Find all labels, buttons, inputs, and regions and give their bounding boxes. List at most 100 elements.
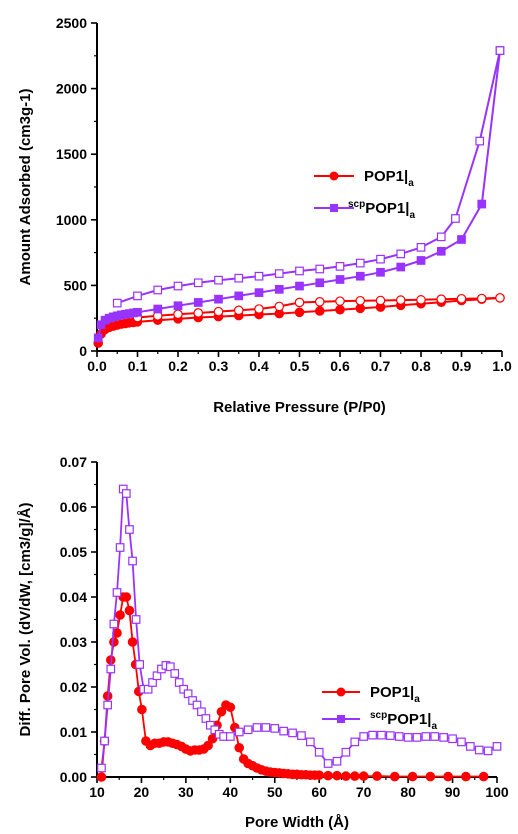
data-point: [234, 742, 245, 753]
data-point: [443, 771, 453, 782]
data-point: [376, 267, 385, 277]
y-tick-label: 0.05: [60, 544, 87, 560]
data-point: [183, 689, 193, 699]
data-point: [279, 726, 289, 736]
legend-label: POP1|a: [370, 684, 420, 705]
data-point: [377, 730, 386, 740]
data-point: [421, 732, 431, 741]
data-point: [274, 284, 284, 294]
data-point: [368, 730, 377, 740]
legend-marker: [330, 204, 338, 212]
y-tick-label: 0.01: [60, 724, 87, 740]
data-point: [456, 293, 467, 304]
data-point: [170, 669, 180, 678]
data-point: [457, 235, 466, 244]
data-point: [475, 136, 485, 146]
y-tick-label: 0.02: [60, 679, 87, 695]
series-2: [93, 46, 505, 343]
data-point: [234, 273, 244, 283]
data-point: [474, 745, 484, 755]
data-point: [254, 271, 264, 281]
x-tick-label: 0.1: [128, 358, 148, 374]
data-point: [152, 671, 162, 681]
data-point: [315, 278, 325, 288]
x-tick-label: 0.3: [209, 358, 229, 374]
data-point: [193, 278, 203, 288]
data-point: [495, 46, 505, 55]
data-point: [294, 307, 305, 318]
data-point: [394, 732, 404, 741]
data-point: [103, 700, 113, 710]
data-point: [233, 305, 244, 316]
data-point: [128, 556, 137, 566]
legend-label: scpPOP1|a: [370, 710, 437, 732]
data-point: [332, 756, 342, 766]
data-point: [243, 725, 253, 735]
data-point: [148, 678, 157, 687]
data-point: [207, 733, 218, 744]
data-point: [436, 294, 447, 304]
data-point: [425, 771, 436, 782]
data-point: [323, 759, 333, 768]
data-point: [295, 266, 304, 276]
legend-marker: [336, 687, 346, 697]
y-tick-label: 500: [64, 277, 88, 293]
x-axis-title: Pore Width (Å): [245, 814, 349, 831]
data-point: [416, 295, 426, 305]
data-point: [305, 737, 315, 747]
data-point: [274, 301, 285, 312]
legend-entry: scpPOP1|a: [314, 199, 415, 221]
data-point: [349, 771, 360, 781]
data-point: [323, 770, 333, 781]
data-point: [295, 281, 304, 291]
pore-size-distribution-chart: 10 20 30 40 50 60 70 80 90 100 0.00 0.01 0.02 0.03 0.0…: [17, 454, 509, 831]
x-tick-label: 0.6: [330, 358, 350, 374]
x-tick-label: 40: [223, 784, 239, 800]
data-point: [109, 637, 119, 647]
data-point: [234, 291, 244, 301]
data-point: [174, 678, 184, 687]
series-line: [100, 596, 484, 778]
data-point: [252, 723, 262, 732]
series-line: [116, 50, 501, 305]
data-point: [274, 269, 284, 278]
x-tick-label: 70: [356, 784, 372, 800]
data-point: [193, 298, 203, 307]
x-tick-label: 0.4: [249, 358, 269, 374]
x-tick-label: 50: [267, 784, 283, 800]
data-point: [131, 615, 141, 624]
data-point: [314, 296, 325, 307]
data-point: [350, 737, 360, 747]
y-tick-label: 2500: [56, 15, 87, 31]
data-point: [137, 704, 147, 715]
data-point: [430, 732, 440, 741]
data-point: [451, 214, 460, 223]
data-point: [358, 771, 369, 781]
legend-entry: POP1|a: [322, 684, 420, 705]
data-point: [112, 298, 122, 308]
legend-marker: [337, 715, 345, 723]
data-point: [395, 295, 406, 305]
data-point: [396, 262, 406, 272]
data-point: [492, 742, 502, 751]
data-point: [173, 281, 183, 291]
data-point: [127, 637, 138, 647]
data-point: [100, 736, 109, 746]
data-point: [179, 684, 189, 694]
data-point: [407, 771, 418, 782]
data-point: [205, 720, 215, 730]
data-point: [112, 588, 122, 597]
y-tick-label: 0.00: [60, 769, 87, 785]
data-point: [495, 293, 505, 303]
data-point: [115, 543, 125, 552]
legend-entry: POP1|a: [314, 168, 414, 189]
data-point: [93, 333, 103, 343]
data-point: [448, 734, 457, 744]
data-point: [478, 771, 489, 782]
x-tick-label: 0.5: [290, 358, 310, 374]
x-tick-label: 90: [445, 784, 461, 800]
x-tick-label: 100: [485, 784, 509, 800]
data-point: [355, 295, 366, 306]
x-tick-label: 80: [400, 784, 416, 800]
